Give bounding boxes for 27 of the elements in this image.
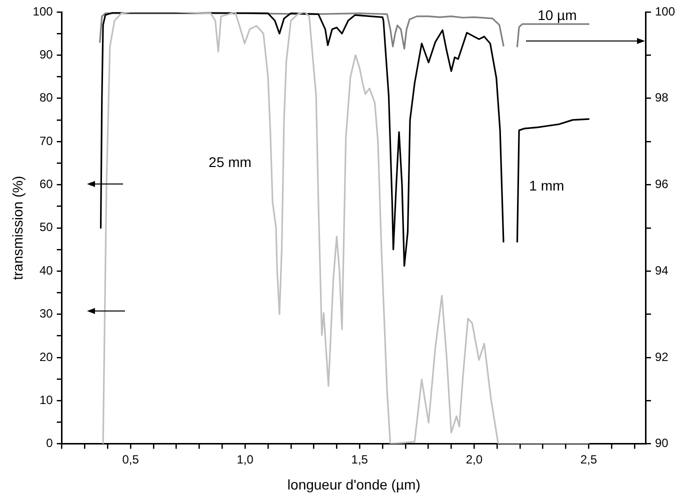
x-tick-label: 0,5 [122, 452, 140, 466]
y-tick-label: 20 [39, 350, 54, 364]
y2-tick-label: 100 [654, 4, 676, 18]
x-tick-label: 1,0 [236, 452, 254, 466]
y2-tick-label: 90 [654, 436, 669, 450]
x-axis-title: longueur d'onde (µm) [287, 476, 420, 492]
x-tick-label: 1,5 [351, 452, 368, 466]
y-axis-title: transmission (%) [9, 176, 26, 280]
y2-tick-label: 94 [654, 263, 669, 278]
series-label: 25 mm [208, 154, 252, 170]
y-tick-label: 90 [39, 47, 54, 62]
y2-tick-label: 96 [654, 177, 669, 192]
y-tick-label: 40 [39, 263, 54, 278]
y2-tick-label: 92 [654, 350, 669, 364]
y-tick-label: 10 [39, 392, 54, 407]
y-tick-label: 80 [39, 90, 54, 105]
y-tick-label: 0 [46, 436, 54, 450]
series-label: 1 mm [529, 178, 564, 194]
y-tick-label: 30 [39, 306, 54, 321]
series-label: 10 µm [538, 7, 577, 24]
x-tick-label: 2,0 [466, 452, 483, 466]
y-tick-label: 100 [32, 4, 54, 18]
y2-tick-label: 98 [654, 90, 669, 105]
y-tick-label: 70 [39, 134, 54, 148]
x-tick-label: 2,5 [580, 452, 598, 466]
y-tick-label: 60 [39, 177, 54, 192]
y-tick-label: 50 [39, 220, 54, 234]
